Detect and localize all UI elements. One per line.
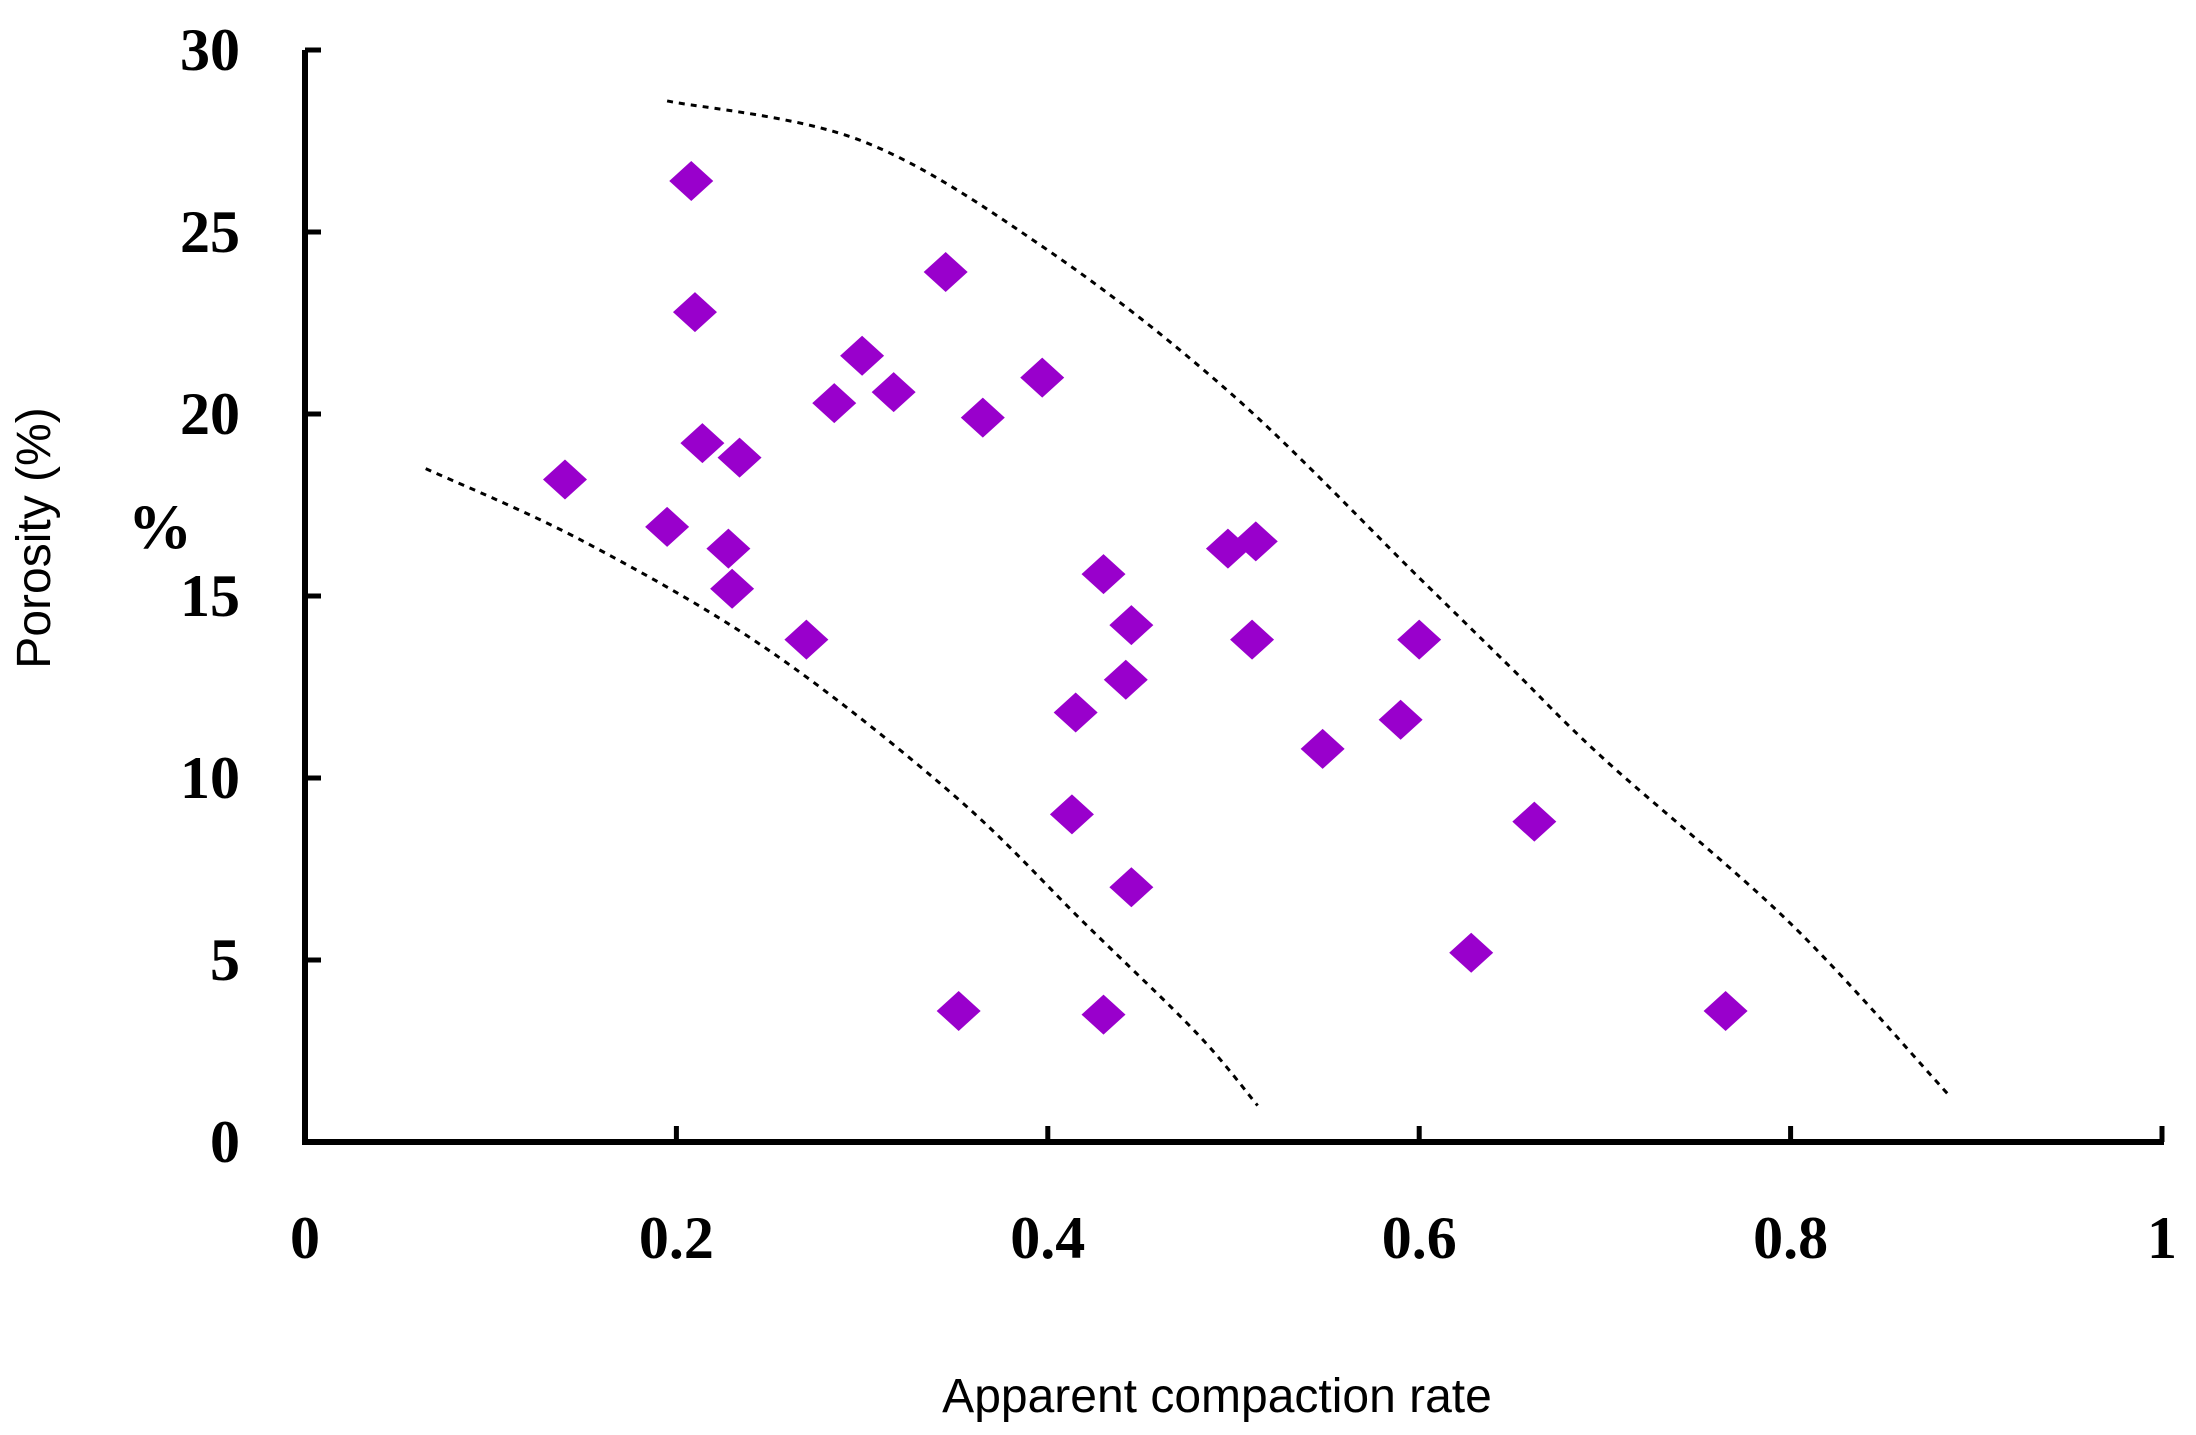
data-point bbox=[1081, 554, 1126, 595]
x-axis-title: Apparent compaction rate bbox=[942, 1370, 1492, 1423]
data-point bbox=[1449, 932, 1494, 973]
data-point bbox=[1233, 521, 1278, 562]
y-tick-label: 0 bbox=[210, 1109, 240, 1175]
data-point bbox=[1703, 990, 1748, 1031]
data-points bbox=[542, 161, 1748, 1035]
x-tick-label: 1 bbox=[2147, 1205, 2177, 1271]
data-point bbox=[706, 528, 751, 569]
data-point bbox=[1081, 994, 1126, 1035]
data-point bbox=[1103, 659, 1148, 700]
x-tick-label: 0.8 bbox=[1753, 1205, 1828, 1271]
data-point bbox=[680, 423, 725, 464]
data-point bbox=[1397, 619, 1442, 660]
data-point bbox=[1230, 619, 1275, 660]
data-point bbox=[645, 506, 690, 547]
data-point bbox=[1053, 692, 1098, 733]
data-point bbox=[542, 459, 587, 500]
y-axis-title: Porosity (%) bbox=[8, 407, 61, 668]
y-tick-label: 15 bbox=[180, 563, 240, 629]
data-point bbox=[840, 335, 885, 376]
upper-envelope-curve bbox=[666, 99, 1950, 1096]
data-point bbox=[1109, 605, 1154, 646]
data-point bbox=[672, 292, 717, 333]
boundary-curves bbox=[425, 99, 1950, 1107]
y-tick-label: 30 bbox=[180, 17, 240, 83]
y-axis-unit-label: % bbox=[128, 491, 192, 562]
data-point bbox=[812, 383, 857, 424]
data-point bbox=[923, 252, 968, 293]
data-point bbox=[960, 397, 1005, 438]
data-point bbox=[710, 568, 755, 609]
y-tick-label: 25 bbox=[180, 199, 240, 265]
data-point bbox=[1109, 867, 1154, 908]
data-point bbox=[871, 372, 916, 413]
lower-envelope-curve bbox=[425, 467, 1259, 1107]
data-point bbox=[1020, 357, 1065, 398]
x-tick-label: 0.2 bbox=[639, 1205, 714, 1271]
y-tick-label: 20 bbox=[180, 381, 240, 447]
data-point bbox=[717, 437, 762, 478]
x-tick-label: 0.4 bbox=[1010, 1205, 1085, 1271]
data-point bbox=[1300, 728, 1345, 769]
x-tick-label: 0.6 bbox=[1382, 1205, 1457, 1271]
data-point bbox=[669, 161, 714, 202]
data-point bbox=[1049, 794, 1094, 835]
y-tick-label: 10 bbox=[180, 745, 240, 811]
data-point bbox=[1512, 801, 1557, 842]
data-point bbox=[1378, 699, 1423, 740]
data-point bbox=[936, 990, 981, 1031]
y-tick-label: 5 bbox=[210, 927, 240, 993]
data-point bbox=[784, 619, 829, 660]
x-tick-label: 0 bbox=[290, 1205, 320, 1271]
